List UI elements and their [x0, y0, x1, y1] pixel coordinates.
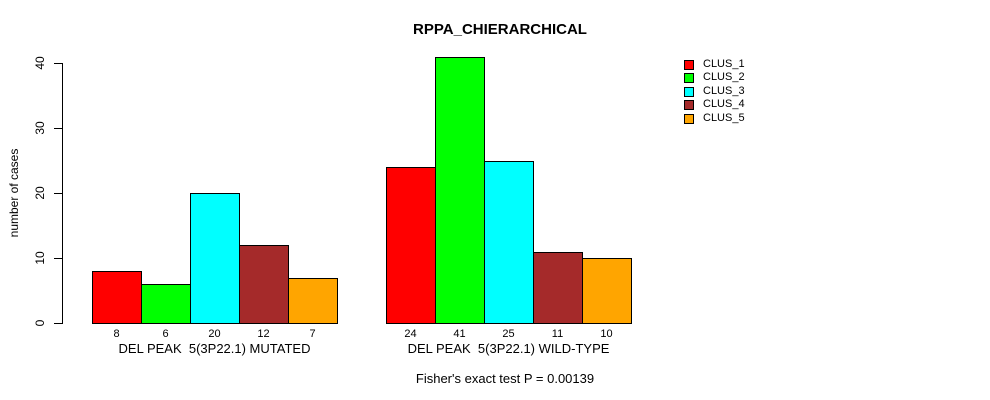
bar-CLUS_1	[386, 167, 436, 324]
y-tick-mark	[54, 128, 62, 129]
bar-value-label: 10	[600, 328, 613, 340]
bar-CLUS_5	[288, 277, 338, 324]
legend-label: CLUS_4	[703, 98, 745, 110]
bar-CLUS_3	[484, 160, 534, 324]
legend-entry: CLUS_4	[684, 99, 745, 110]
bar-value-label: 6	[162, 328, 169, 340]
y-tick-label: 10	[33, 251, 47, 265]
legend-swatch-icon	[684, 99, 694, 110]
legend-swatch-icon	[684, 113, 694, 124]
bar-value-label: 25	[502, 328, 515, 340]
legend-label: CLUS_1	[703, 58, 745, 70]
legend-label: CLUS_3	[703, 85, 745, 97]
y-tick-label: 20	[33, 186, 47, 200]
group-label: DEL PEAK 5(3P22.1) MUTATED	[118, 341, 311, 356]
y-tick-label: 40	[33, 56, 47, 70]
legend-entry: CLUS_2	[684, 72, 745, 83]
bar-CLUS_2	[435, 56, 485, 324]
legend-swatch-icon	[684, 86, 694, 97]
bar-CLUS_4	[533, 251, 583, 324]
y-tick-label: 0	[33, 319, 47, 327]
legend-label: CLUS_2	[703, 71, 745, 83]
legend-entry: CLUS_5	[684, 113, 745, 124]
bar-value-label: 20	[208, 328, 221, 340]
legend-label: CLUS_5	[703, 112, 745, 124]
y-tick-mark	[54, 193, 62, 194]
bar-value-label: 7	[309, 328, 316, 340]
y-tick-label: 30	[33, 121, 47, 135]
y-axis-label: number of cases	[7, 148, 21, 238]
bar-value-label: 11	[551, 328, 564, 340]
bar-value-label: 12	[257, 328, 270, 340]
chart-title: RPPA_CHIERARCHICAL	[413, 21, 587, 38]
y-tick-mark	[54, 258, 62, 259]
y-axis-line	[62, 63, 63, 324]
y-tick-mark	[54, 323, 62, 324]
y-tick-mark	[54, 63, 62, 64]
bar-value-label: 24	[404, 328, 417, 340]
bar-CLUS_4	[239, 245, 289, 324]
bar-CLUS_2	[141, 284, 191, 324]
bar-CLUS_3	[190, 193, 240, 324]
group-label: DEL PEAK 5(3P22.1) WILD-TYPE	[407, 341, 610, 356]
bar-CLUS_1	[92, 271, 142, 324]
legend-entry: CLUS_1	[684, 59, 745, 70]
bar-value-label: 8	[113, 328, 120, 340]
bar-value-label: 41	[453, 328, 466, 340]
bar-CLUS_5	[582, 258, 632, 324]
legend-entry: CLUS_3	[684, 86, 745, 97]
fisher-test-footnote: Fisher's exact test P = 0.00139	[415, 371, 595, 386]
legend-swatch-icon	[684, 59, 694, 70]
legend-swatch-icon	[684, 72, 694, 83]
